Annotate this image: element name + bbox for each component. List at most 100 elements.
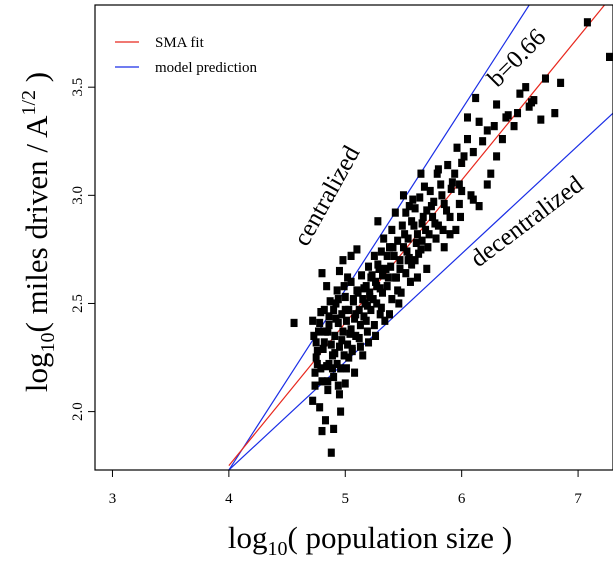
data-point — [347, 251, 355, 260]
x-tick-label: 6 — [458, 491, 466, 507]
data-point — [386, 310, 394, 319]
data-point — [402, 269, 410, 278]
data-point — [530, 96, 538, 105]
data-point — [344, 340, 352, 349]
x-axis-title-log: log — [228, 520, 268, 555]
data-point — [479, 137, 487, 146]
y-axis-title-end: ) — [19, 72, 54, 90]
data-point — [438, 191, 446, 200]
data-point — [337, 407, 345, 416]
data-point — [362, 316, 370, 325]
data-point — [367, 305, 375, 315]
data-point — [452, 225, 460, 235]
data-point — [324, 385, 332, 395]
data-point — [498, 134, 506, 144]
data-point — [406, 277, 414, 286]
data-point — [356, 342, 364, 351]
data-point — [475, 202, 483, 211]
y-tick-label: 3.5 — [70, 78, 86, 97]
data-point — [324, 377, 332, 386]
data-point — [460, 152, 468, 161]
data-point — [354, 288, 362, 297]
data-point — [395, 299, 403, 308]
data-point — [387, 262, 395, 271]
data-point — [463, 113, 471, 122]
x-axis-title-rest: ( population size ) — [287, 520, 512, 555]
data-point — [355, 333, 363, 343]
plot-frame — [94, 4, 613, 471]
data-point — [368, 271, 376, 280]
data-point — [390, 251, 398, 260]
data-point — [415, 249, 423, 258]
data-point — [394, 236, 402, 245]
data-point — [446, 230, 454, 239]
data-point — [365, 262, 373, 271]
data-point — [380, 234, 388, 243]
data-point — [394, 286, 402, 295]
data-point — [331, 349, 339, 358]
x-tick-label: 4 — [225, 491, 233, 507]
data-point — [398, 221, 406, 230]
data-point — [411, 204, 419, 213]
data-point — [423, 264, 431, 273]
data-point — [341, 379, 349, 388]
data-point — [330, 305, 338, 315]
data-point — [317, 308, 325, 317]
data-point — [410, 221, 418, 230]
data-point — [360, 284, 368, 293]
data-point — [392, 273, 400, 282]
data-point — [439, 225, 447, 235]
data-point — [453, 143, 461, 152]
data-point — [434, 165, 442, 174]
data-point — [309, 316, 317, 325]
data-point — [359, 351, 367, 360]
data-point — [537, 115, 545, 124]
x-axis-title: log10( population size ) — [228, 520, 512, 560]
data-point — [318, 426, 326, 436]
data-point — [325, 312, 333, 321]
data-point — [469, 195, 477, 204]
data-point — [341, 305, 349, 315]
data-point — [311, 368, 319, 377]
data-point — [483, 126, 491, 135]
data-point — [487, 169, 495, 178]
data-point — [514, 109, 522, 118]
data-point — [374, 217, 382, 226]
data-point — [444, 160, 452, 170]
data-point — [455, 199, 463, 209]
data-point — [541, 74, 549, 83]
data-point — [551, 109, 559, 118]
legend-label-sma: SMA fit — [155, 35, 205, 51]
data-point — [483, 180, 491, 189]
data-point — [335, 266, 343, 276]
y-tick-label: 2.5 — [70, 294, 86, 313]
y-axis-title-superscript: 1/2 — [18, 90, 40, 116]
data-point — [412, 238, 420, 248]
data-point — [317, 364, 325, 373]
legend-label-model: model prediction — [155, 60, 258, 76]
data-point — [490, 122, 498, 131]
data-point — [356, 320, 364, 330]
data-point — [340, 282, 348, 291]
data-point — [510, 122, 518, 131]
legend: SMA fit model prediction — [115, 35, 258, 76]
data-point — [388, 295, 396, 304]
data-point — [469, 147, 477, 157]
data-point — [422, 225, 430, 235]
data-point — [327, 340, 335, 349]
data-point — [403, 247, 411, 256]
data-point — [337, 364, 345, 373]
data-point — [348, 346, 356, 356]
data-point — [457, 212, 465, 222]
data-point — [525, 102, 533, 111]
data-point — [583, 18, 591, 27]
data-point — [463, 134, 471, 144]
data-point — [316, 318, 324, 328]
data-point — [375, 264, 383, 273]
data-point — [373, 299, 381, 308]
data-point — [327, 448, 335, 457]
data-point — [341, 292, 349, 302]
data-point — [290, 318, 298, 328]
data-point — [383, 282, 391, 291]
